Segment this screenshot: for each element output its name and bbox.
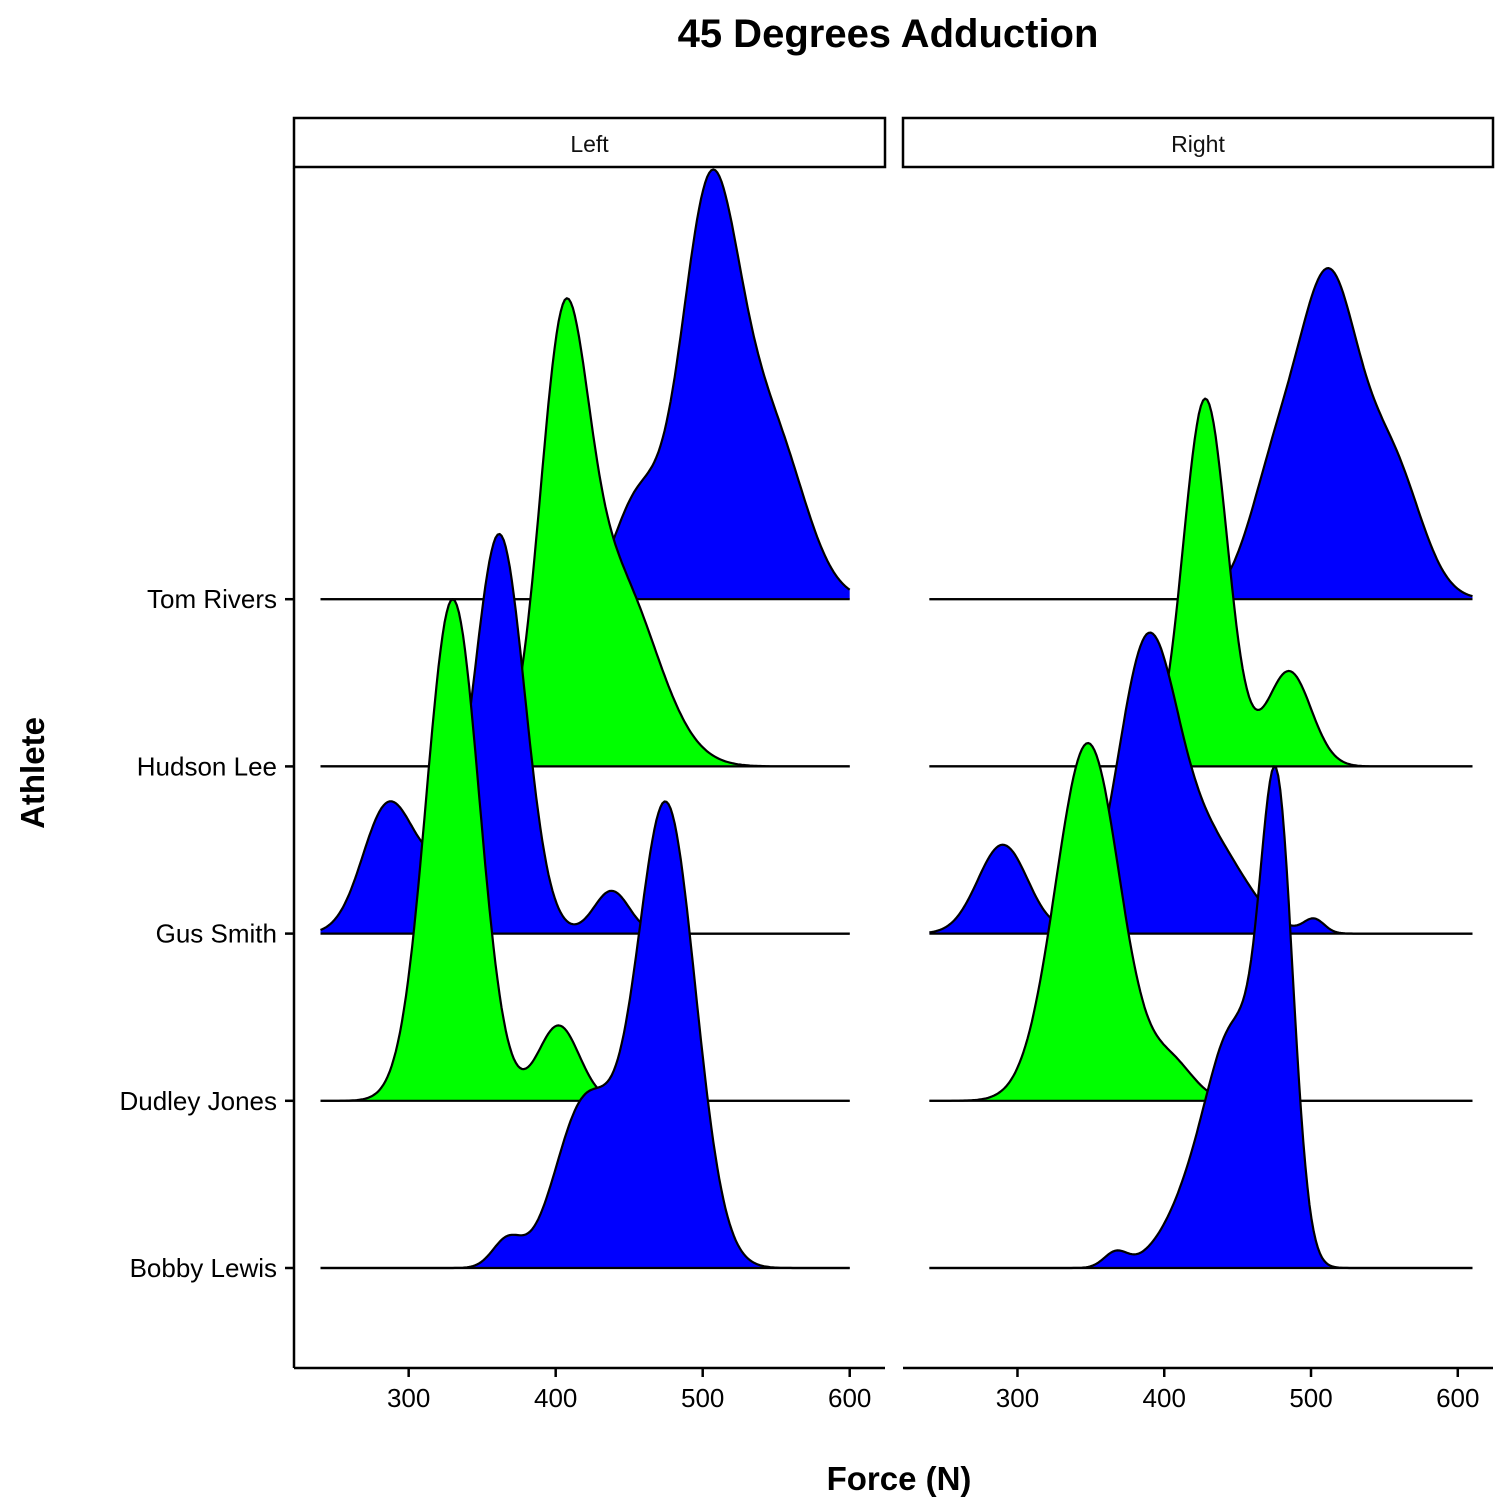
ridge-fill-bobby-lewis (320, 801, 850, 1268)
strip-box-right (901, 116, 1495, 169)
y-tick-label: Gus Smith (156, 919, 277, 949)
x-tick-label: 600 (828, 1383, 871, 1413)
x-axis-title: Force (N) (827, 1460, 972, 1497)
y-tick-label: Dudley Jones (119, 1086, 277, 1116)
x-tick-label: 500 (681, 1383, 724, 1413)
strip-box-left (292, 116, 887, 169)
panel-left: Left 300 400 500 600 (292, 116, 887, 1413)
ridge-fill-dudley-jones (320, 599, 850, 1101)
ridges-left (320, 168, 851, 1270)
y-tick-label: Bobby Lewis (130, 1253, 277, 1283)
ridges-right (929, 267, 1473, 1270)
ridge-fill-tom-rivers (320, 169, 850, 600)
y-axis: Bobby Lewis Dudley Jones Gus Smith Hudson L… (119, 168, 296, 1368)
strip-label-right: Right (1171, 131, 1225, 157)
x-tick-label: 400 (534, 1383, 577, 1413)
ridge-fill-tom-rivers (929, 268, 1473, 600)
chart-title: 45 Degrees Adduction (678, 12, 1099, 56)
ridge-fill-hudson-lee (929, 398, 1473, 767)
plot-layer: Left 300 400 500 600 Right 300 400 500 600 Bobby L… (119, 116, 1495, 1413)
x-tick-label: 500 (1289, 1383, 1332, 1413)
ridge-fill-gus-smith (929, 632, 1473, 934)
y-axis-title: Athlete (14, 717, 51, 829)
x-tick-label: 600 (1436, 1383, 1479, 1413)
ridge-fill-dudley-jones (929, 743, 1473, 1101)
x-tick-label: 300 (996, 1383, 1039, 1413)
y-tick-label: Tom Rivers (147, 584, 277, 614)
ridge-fill-hudson-lee (320, 298, 850, 767)
strip-label-left: Left (570, 131, 609, 157)
x-tick-label: 400 (1143, 1383, 1186, 1413)
ridge-fill-bobby-lewis (929, 766, 1473, 1268)
panel-right: Right 300 400 500 600 (901, 116, 1495, 1413)
y-tick-label: Hudson Lee (137, 751, 277, 781)
x-tick-label: 300 (387, 1383, 430, 1413)
